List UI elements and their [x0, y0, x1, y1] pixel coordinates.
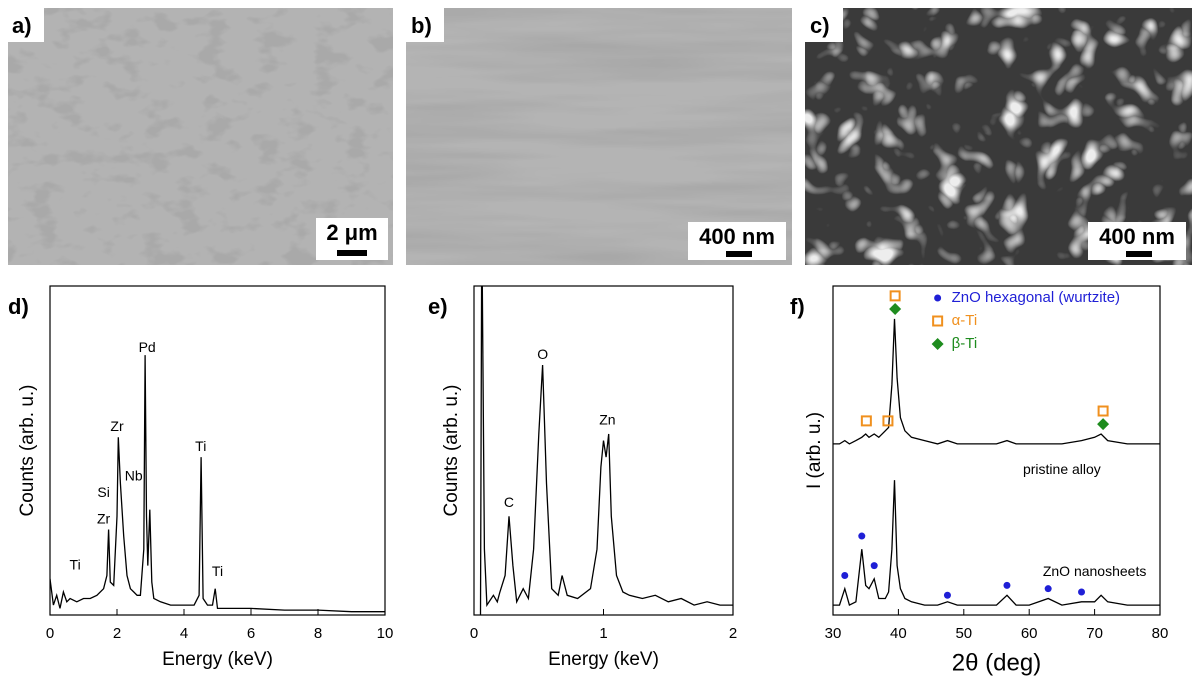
marker	[932, 315, 944, 327]
marker	[860, 415, 872, 427]
annotation: C	[504, 494, 514, 510]
x-tick-label: 2	[729, 625, 737, 642]
y-axis-label: Counts (arb. u.)	[17, 385, 38, 517]
x-tick-label: 4	[180, 625, 188, 642]
annotation: Ti	[212, 563, 223, 579]
sem-image-b: b) 400 nm	[406, 8, 792, 265]
spectrum-line	[833, 480, 1160, 607]
marker	[1097, 418, 1110, 431]
x-tick-label: 1	[599, 625, 607, 642]
marker	[870, 562, 878, 570]
marker	[882, 415, 894, 427]
panel-label: c)	[810, 13, 830, 38]
annotation: Zr	[110, 418, 124, 434]
legend-label: α-Ti	[952, 312, 978, 329]
sem-image-a: a) 2 μm	[8, 8, 393, 265]
annotation: O	[537, 346, 548, 362]
annotation: Ti	[195, 438, 206, 454]
panel-label: a)	[12, 13, 32, 38]
annotation: Si	[97, 484, 109, 500]
annotation: pristine alloy	[1023, 461, 1101, 477]
x-tick-label: 70	[1086, 625, 1103, 642]
annotation: Zr	[97, 510, 111, 526]
x-tick-label: 60	[1021, 625, 1038, 642]
marker	[1003, 581, 1011, 589]
panel-label: b)	[411, 13, 432, 38]
spectrum-line	[833, 318, 1160, 445]
marker	[1078, 588, 1086, 596]
x-axis-label: 2θ (deg)	[952, 649, 1041, 676]
x-tick-label: 40	[890, 625, 907, 642]
x-tick-label: 8	[314, 625, 322, 642]
x-tick-label: 80	[1152, 625, 1169, 642]
x-axis-label: Energy (keV)	[548, 649, 659, 670]
panel-label: f)	[790, 294, 805, 319]
annotation: Ti	[70, 556, 81, 572]
marker	[841, 572, 849, 580]
marker	[931, 338, 944, 350]
x-tick-label: 10	[377, 625, 394, 642]
y-axis-label: I (arb. u.)	[804, 412, 825, 489]
marker	[858, 532, 866, 540]
annotation: Nb	[125, 468, 143, 484]
panel-label: e)	[428, 294, 448, 319]
scale-bar-label: 400 nm	[699, 224, 775, 249]
legend-label: β-Ti	[952, 335, 978, 352]
plot-frame	[832, 285, 1161, 616]
x-tick-label: 50	[955, 625, 972, 642]
x-axis-label: Energy (keV)	[162, 649, 273, 670]
annotation: ZnO nanosheets	[1043, 563, 1147, 579]
marker	[889, 290, 901, 302]
panel-label: d)	[8, 294, 29, 319]
marker	[943, 591, 951, 599]
scale-bar-label: 2 μm	[326, 220, 377, 245]
spectrum-line	[50, 355, 385, 613]
marker	[934, 294, 942, 302]
x-tick-label: 0	[46, 625, 54, 642]
x-tick-label: 30	[825, 625, 842, 642]
marker	[889, 303, 902, 316]
x-tick-label: 2	[113, 625, 121, 642]
x-tick-label: 0	[470, 625, 478, 642]
legend-label: ZnO hexagonal (wurtzite)	[952, 289, 1120, 306]
marker	[1044, 585, 1052, 593]
plot-frame	[49, 285, 386, 616]
spectrum-line	[479, 286, 733, 615]
annotation: Zn	[599, 412, 615, 428]
marker	[1097, 405, 1109, 417]
annotation: Pd	[139, 339, 156, 355]
y-axis-label: Counts (arb. u.)	[441, 385, 462, 517]
scale-bar-label: 400 nm	[1099, 224, 1175, 249]
x-tick-label: 6	[247, 625, 255, 642]
sem-image-c: c) 400 nm	[805, 8, 1192, 265]
